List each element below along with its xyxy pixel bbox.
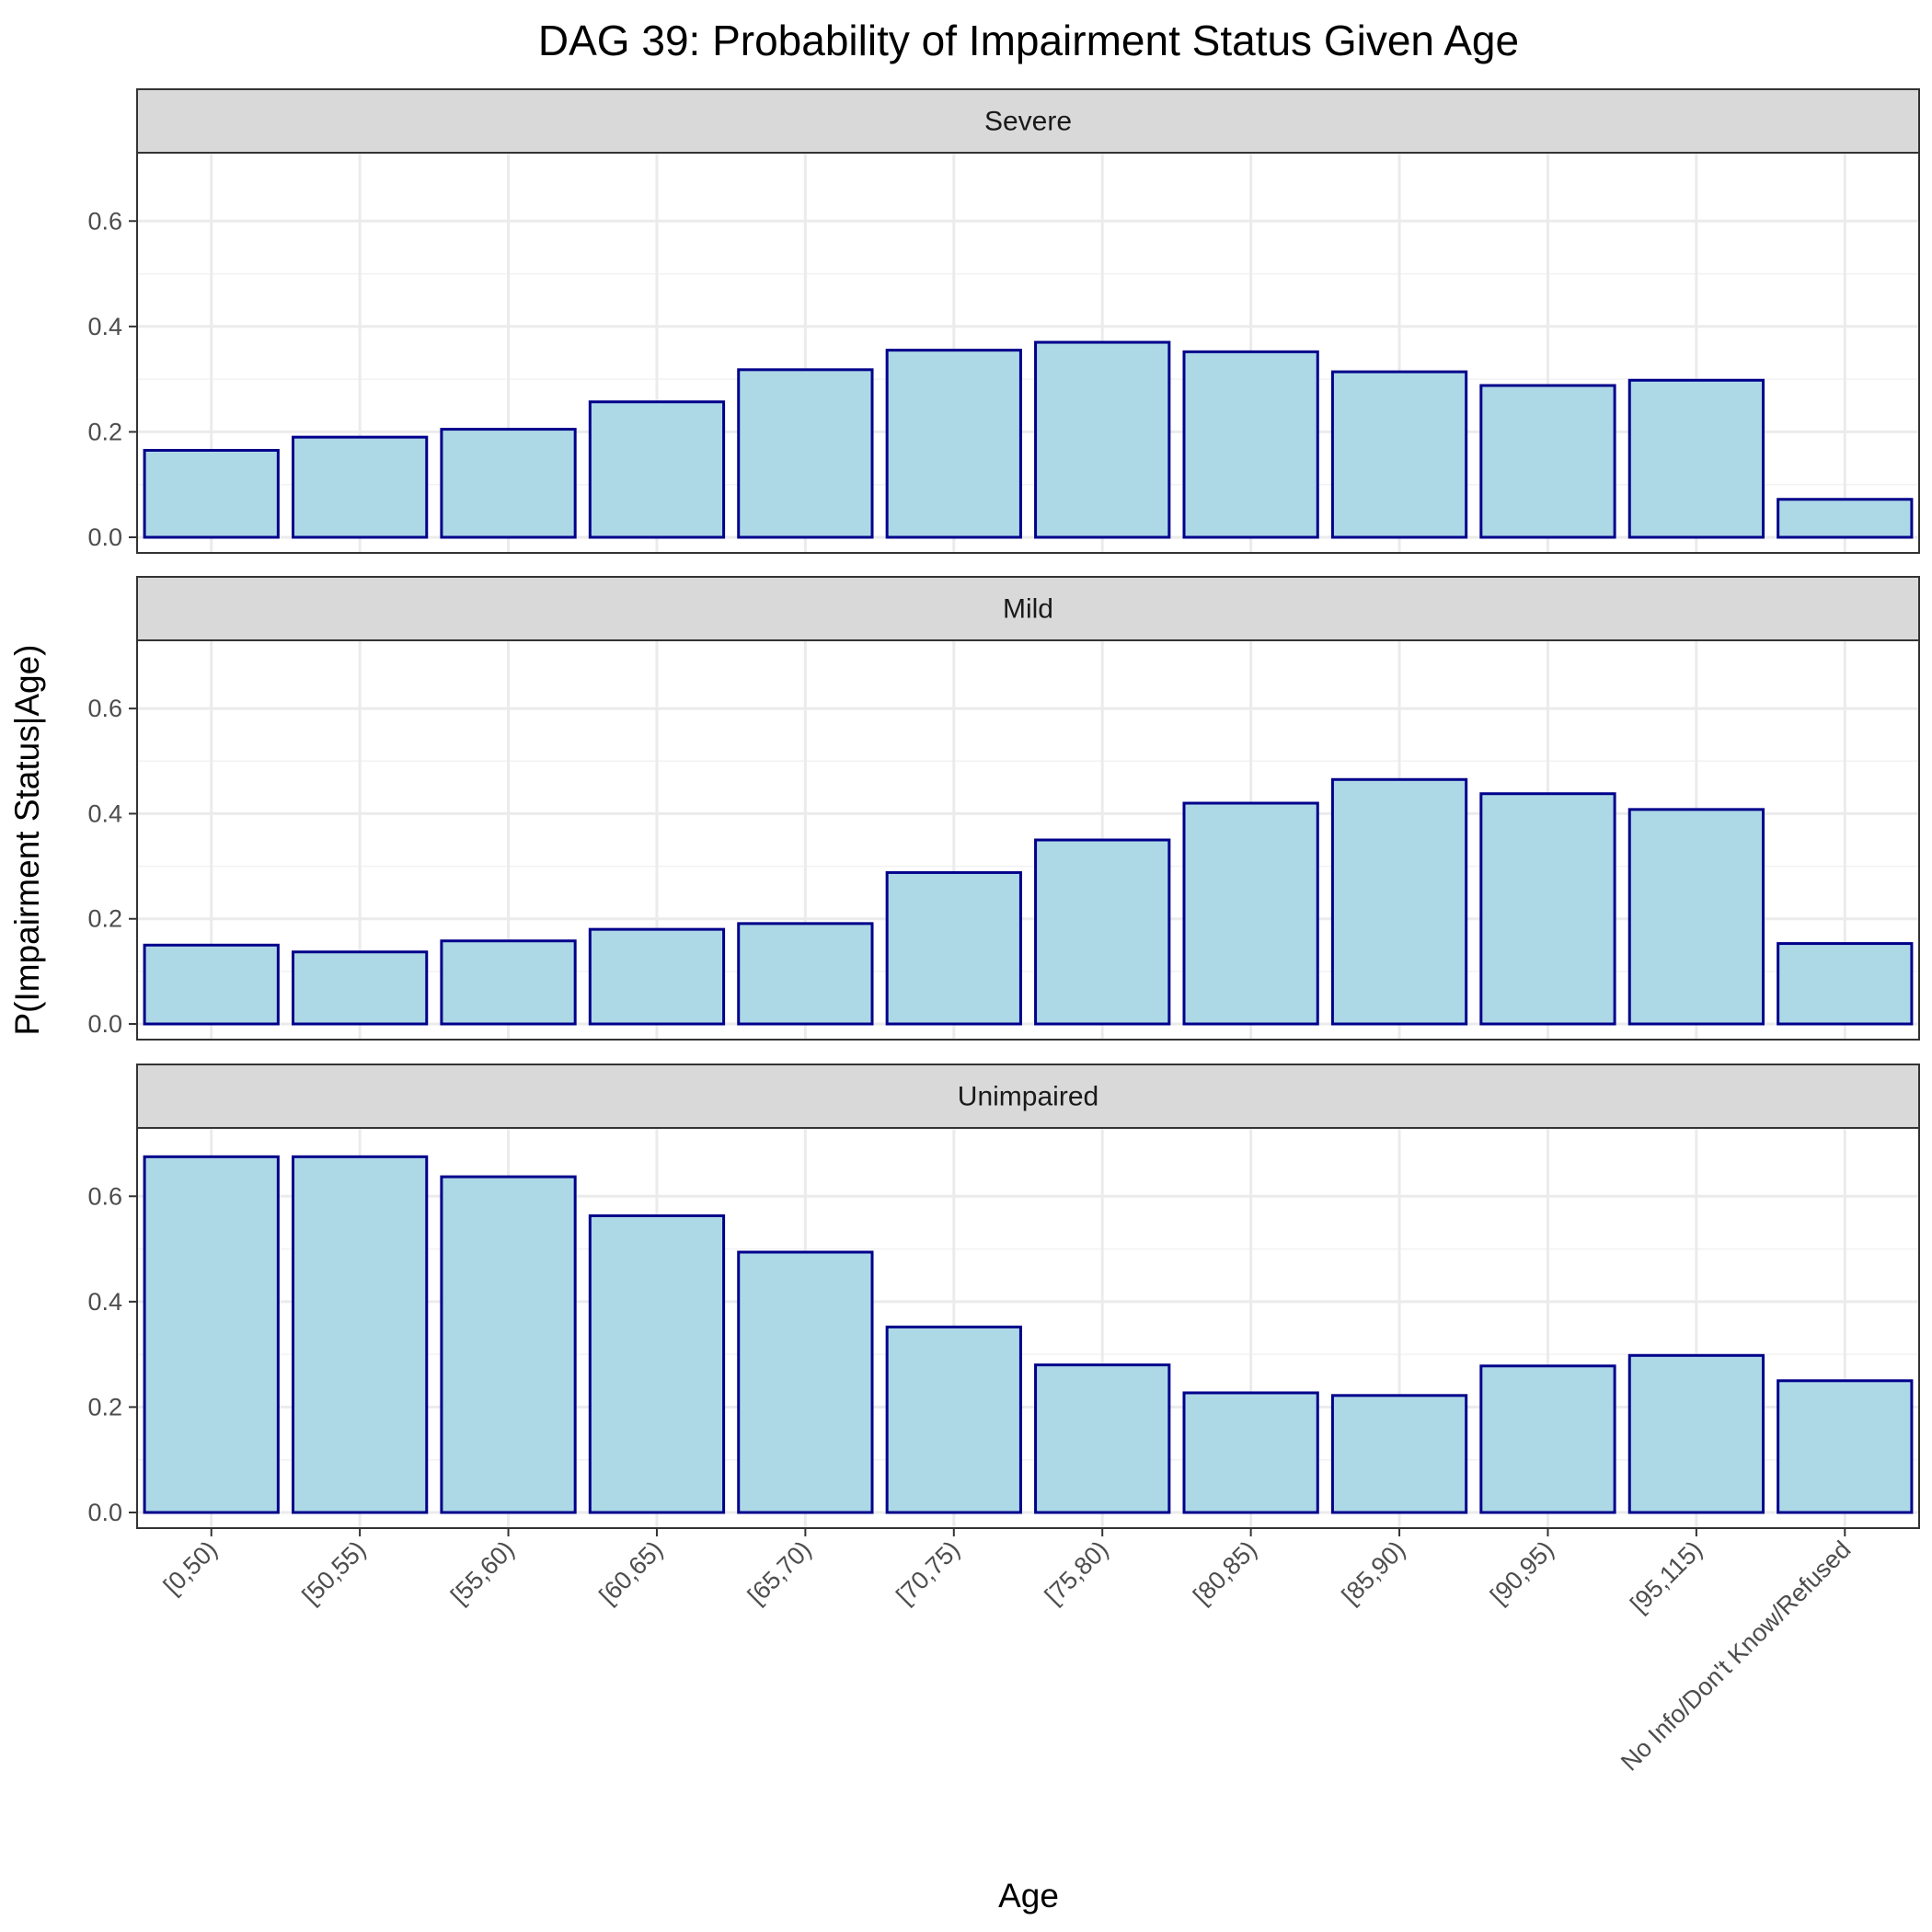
y-tick-label: 0.4 bbox=[87, 313, 122, 340]
bar-severe-2 bbox=[440, 428, 577, 539]
panel-border bbox=[136, 152, 1920, 554]
panel-border bbox=[136, 639, 1920, 1041]
x-tick-label: [95,115) bbox=[1625, 1535, 1708, 1618]
facet-strip-label: Unimpaired bbox=[958, 1082, 1098, 1112]
y-tick-label: 0.4 bbox=[87, 799, 122, 827]
x-tick-label: [55,60) bbox=[445, 1535, 520, 1610]
bar-mild-10 bbox=[1627, 808, 1765, 1026]
facet-strip bbox=[136, 1064, 1920, 1129]
y-tick-label: 0.6 bbox=[87, 207, 122, 235]
bar-unimpaired-4 bbox=[737, 1250, 874, 1514]
facet-strip-label: Severe bbox=[984, 107, 1072, 137]
panel-background bbox=[137, 640, 1919, 1040]
x-tick-label: [60,65) bbox=[594, 1535, 669, 1610]
bar-unimpaired-1 bbox=[291, 1155, 429, 1514]
bar-unimpaired-7 bbox=[1182, 1391, 1319, 1514]
bar-mild-3 bbox=[588, 927, 726, 1026]
facet-strip bbox=[136, 88, 1920, 154]
bar-unimpaired-8 bbox=[1330, 1394, 1468, 1514]
bar-mild-9 bbox=[1479, 792, 1616, 1026]
x-tick-label: [90,95) bbox=[1485, 1535, 1559, 1610]
y-tick-label: 0.0 bbox=[87, 523, 122, 551]
bar-unimpaired-10 bbox=[1627, 1353, 1765, 1514]
bar-unimpaired-11 bbox=[1777, 1379, 1914, 1514]
y-tick-label: 0.0 bbox=[87, 1499, 122, 1526]
bar-mild-0 bbox=[143, 943, 280, 1026]
bar-severe-10 bbox=[1627, 378, 1765, 539]
facet-strip-label: Mild bbox=[1003, 594, 1053, 625]
chart-title: DAG 39: Probability of Impairment Status… bbox=[538, 17, 1519, 64]
facet-panel-severe: Severe 0.0 0.2 0.4 0.6 bbox=[87, 88, 1920, 554]
bar-severe-7 bbox=[1182, 350, 1319, 539]
panel-background bbox=[137, 1128, 1919, 1528]
bar-mild-1 bbox=[291, 950, 429, 1026]
bar-mild-2 bbox=[440, 939, 577, 1026]
y-tick-label: 0.6 bbox=[87, 695, 122, 722]
bar-severe-5 bbox=[885, 349, 1022, 539]
bar-severe-3 bbox=[588, 400, 726, 539]
x-axis: [0,50) [50,55) [55,60) [60,65) [65,70) [70,75… bbox=[158, 1528, 1857, 1777]
facet-panels: Severe0.00.20.40.6Mild0.00.20.40.6Unimpa… bbox=[87, 88, 1920, 1529]
facet-panel-unimpaired: Unimpaired 0.0 0.2 0.4 0.6 bbox=[87, 1064, 1920, 1529]
bar-mild-11 bbox=[1777, 942, 1914, 1026]
bar-unimpaired-2 bbox=[440, 1175, 577, 1514]
x-tick-label: [75,80) bbox=[1040, 1535, 1114, 1610]
x-tick-label: [65,70) bbox=[742, 1535, 817, 1610]
y-tick-label: 0.0 bbox=[87, 1010, 122, 1038]
bar-severe-8 bbox=[1330, 370, 1468, 539]
x-tick-label: [85,90) bbox=[1337, 1535, 1411, 1610]
bar-mild-6 bbox=[1034, 838, 1171, 1026]
y-axis-title: P(Impairment Status|Age) bbox=[8, 645, 46, 1036]
y-tick-label: 0.4 bbox=[87, 1288, 122, 1316]
bar-severe-9 bbox=[1479, 384, 1616, 539]
bar-unimpaired-0 bbox=[143, 1155, 280, 1514]
bar-severe-4 bbox=[737, 368, 874, 539]
bar-mild-4 bbox=[737, 922, 874, 1026]
bar-severe-1 bbox=[291, 435, 429, 539]
facet-strip bbox=[136, 576, 1920, 641]
bar-severe-0 bbox=[143, 448, 280, 539]
bar-severe-11 bbox=[1777, 498, 1914, 539]
x-axis-title: Age bbox=[998, 1877, 1059, 1915]
bar-unimpaired-6 bbox=[1034, 1363, 1171, 1514]
x-tick-label: [50,55) bbox=[297, 1535, 372, 1610]
y-tick-label: 0.2 bbox=[87, 418, 122, 445]
bar-unimpaired-3 bbox=[588, 1213, 726, 1514]
bar-mild-7 bbox=[1182, 801, 1319, 1026]
bar-unimpaired-9 bbox=[1479, 1364, 1616, 1514]
y-tick-label: 0.2 bbox=[87, 1393, 122, 1420]
x-tick-label: [0,50) bbox=[158, 1535, 223, 1600]
panel-background bbox=[137, 153, 1919, 553]
bar-unimpaired-5 bbox=[885, 1325, 1022, 1514]
x-tick-label: [70,75) bbox=[891, 1535, 965, 1610]
facet-panel-mild: Mild 0.0 0.2 0.4 0.6 bbox=[87, 576, 1920, 1041]
y-tick-label: 0.2 bbox=[87, 905, 122, 933]
bar-mild-8 bbox=[1330, 777, 1468, 1026]
bar-severe-6 bbox=[1034, 340, 1171, 539]
panel-border bbox=[136, 1127, 1920, 1529]
bar-mild-5 bbox=[885, 870, 1022, 1026]
y-tick-label: 0.6 bbox=[87, 1182, 122, 1210]
x-tick-label: [80,85) bbox=[1188, 1535, 1262, 1610]
